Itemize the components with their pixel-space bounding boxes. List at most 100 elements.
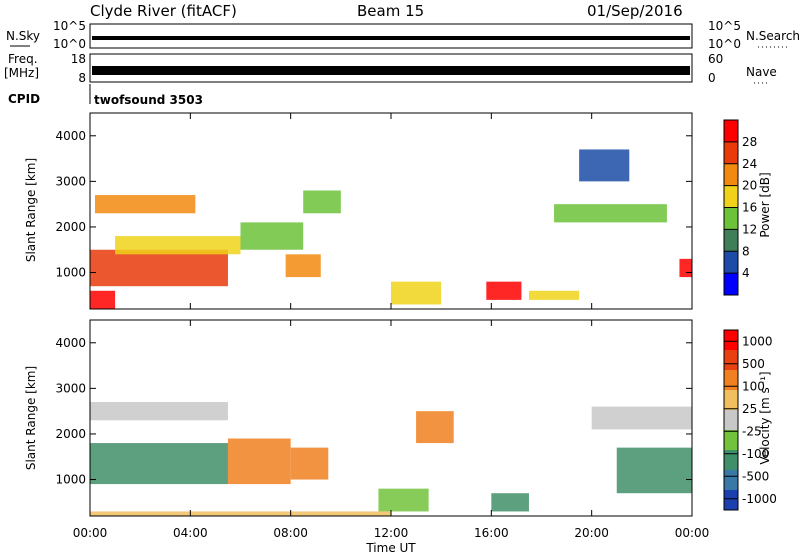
scatter-region	[90, 443, 228, 485]
scatter-region	[491, 493, 529, 512]
scatter-region	[679, 258, 692, 278]
power-ylabel: Slant Range [km]	[24, 158, 38, 262]
cpid-value: twofsound 3503	[94, 93, 203, 107]
colorbar-segment	[724, 410, 738, 430]
x-tick-label: 00:00	[675, 526, 710, 540]
velocity-plot	[89, 319, 693, 517]
y-tick-label: 2000	[55, 427, 86, 441]
freq-trace	[92, 66, 690, 75]
colorbar-segment	[724, 185, 738, 208]
colorbar-segment	[724, 390, 738, 410]
scatter-region	[486, 281, 522, 300]
scatter-region	[240, 222, 304, 250]
colorbar-tick-label: -25	[742, 424, 762, 438]
scatter-region	[554, 204, 667, 223]
colorbar-tick-label: 25	[742, 402, 757, 416]
colorbar-tick-label: 20	[742, 179, 757, 193]
power-yticks: 1000 2000 3000 4000	[55, 129, 692, 280]
colorbar-segment	[724, 251, 738, 274]
colorbar-segment	[724, 163, 738, 186]
nsearch-label: N.Search	[746, 29, 800, 43]
nsky-tick-top: 10^5	[53, 19, 86, 33]
cpid-label: CPID	[8, 92, 40, 106]
colorbar-tick-label: 12	[742, 222, 757, 236]
colorbar-segment	[724, 450, 738, 470]
colorbar-segment	[724, 229, 738, 252]
y-tick-label: 4000	[55, 336, 86, 350]
colorbar-tick-label: 100	[742, 379, 765, 393]
x-tick-label: 00:00	[73, 526, 108, 540]
scatter-region	[579, 149, 630, 182]
scatter-region	[303, 190, 341, 214]
colorbar-tick-label: 8	[742, 244, 750, 258]
scatter-region	[378, 488, 429, 512]
y-tick-label: 2000	[55, 220, 86, 234]
scatter-region	[285, 254, 321, 278]
y-tick-label: 1000	[55, 266, 86, 280]
colorbar-segment	[724, 330, 738, 350]
colorbar-tick-label: 1000	[742, 334, 773, 348]
scatter-region	[391, 281, 442, 305]
velocity-marks	[90, 402, 692, 516]
freq-label: Freq.	[8, 52, 38, 66]
colorbar-segment	[724, 370, 738, 390]
colorbar-segment	[724, 141, 738, 164]
nave-tick-top: 60	[708, 52, 723, 66]
freq-tick-bottom: 8	[78, 71, 86, 85]
x-tick-label: 12:00	[374, 526, 409, 540]
time-axis-label: Time UT	[365, 541, 416, 554]
freq-unit: [MHz]	[4, 66, 39, 80]
scatter-region	[95, 195, 196, 214]
colorbar-tick-label: 4	[742, 266, 750, 280]
scatter-region	[90, 511, 391, 516]
time-axis-ticks: 00:00 04:00 08:00 12:00 16:00 20:00 00:00	[73, 113, 710, 540]
velocity-ylabel: Slant Range [km]	[24, 366, 38, 470]
x-tick-label: 16:00	[474, 526, 509, 540]
beam-title: Beam 15	[357, 2, 424, 20]
x-tick-label: 04:00	[173, 526, 208, 540]
colorbar-tick-label: -100	[742, 447, 769, 461]
colorbar-segment	[724, 490, 738, 510]
velocity-yticks: 1000 2000 3000 4000	[55, 336, 692, 487]
velocity-colorbar: 1000 500 100 25 -25 -100 -500 -1000	[723, 329, 777, 511]
power-marks	[90, 149, 692, 309]
colorbar-tick-label: 28	[742, 135, 757, 149]
x-tick-label: 20:00	[574, 526, 609, 540]
colorbar-tick-label: -1000	[742, 492, 777, 506]
colorbar-tick-label: 24	[742, 157, 757, 171]
velocity-colorbar-label: Velocity [m s⁻¹]	[758, 371, 772, 464]
y-tick-label: 3000	[55, 381, 86, 395]
station-title: Clyde River (fitACF)	[90, 2, 237, 20]
nave-label: Nave	[746, 65, 777, 79]
power-colorbar-label: Power [dB]	[758, 172, 772, 237]
scatter-region	[90, 402, 228, 421]
y-tick-label: 3000	[55, 174, 86, 188]
nave-tick-bottom: 0	[708, 71, 716, 85]
nsky-tick-bottom: 10^0	[53, 37, 86, 51]
power-plot	[89, 112, 693, 310]
freq-tick-top: 18	[71, 52, 86, 66]
x-tick-label: 08:00	[273, 526, 308, 540]
scatter-region	[416, 411, 454, 444]
scatter-region	[591, 406, 692, 430]
colorbar-tick-label: 500	[742, 357, 765, 371]
power-colorbar: 4 8 12 16 20 24 28	[723, 119, 757, 296]
colorbar-segment	[724, 207, 738, 230]
colorbar-segment	[724, 470, 738, 490]
y-tick-label: 4000	[55, 129, 86, 143]
scatter-region	[90, 249, 228, 287]
colorbar-segment	[724, 350, 738, 370]
nsearch-tick-bottom: 10^0	[708, 37, 741, 51]
nsky-trace	[92, 36, 690, 40]
nsky-panel	[89, 23, 693, 49]
scatter-region	[528, 290, 580, 300]
scatter-region	[290, 447, 329, 480]
colorbar-tick-label: -500	[742, 469, 769, 483]
colorbar-segment	[724, 120, 738, 142]
date-title: 01/Sep/2016	[587, 2, 683, 20]
y-tick-label: 1000	[55, 473, 86, 487]
colorbar-frame	[723, 329, 739, 511]
scatter-region	[115, 236, 241, 255]
scatter-region	[227, 438, 291, 485]
